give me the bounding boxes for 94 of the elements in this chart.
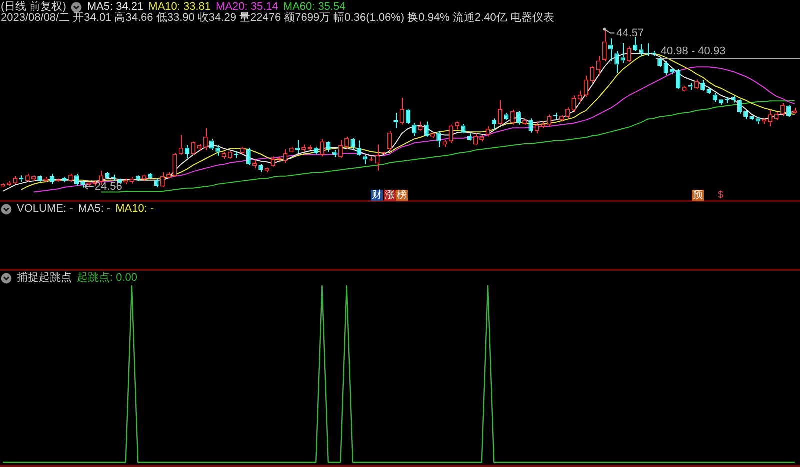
candlestick bbox=[492, 118, 496, 130]
candlestick bbox=[467, 133, 472, 142]
candlestick bbox=[596, 56, 601, 76]
candlestick bbox=[283, 148, 288, 164]
candlestick bbox=[375, 144, 380, 172]
candlestick bbox=[50, 174, 54, 185]
candlestick bbox=[786, 104, 792, 118]
candlestick bbox=[400, 97, 404, 126]
candlestick bbox=[222, 151, 226, 160]
candlestick bbox=[326, 141, 331, 152]
candlestick bbox=[473, 133, 478, 146]
candlestick bbox=[744, 110, 748, 120]
candlestick bbox=[412, 122, 417, 137]
candlestick bbox=[534, 121, 540, 134]
candlestick bbox=[394, 112, 398, 129]
candlestick bbox=[436, 130, 442, 148]
candlestick bbox=[154, 178, 159, 188]
candlestick bbox=[308, 145, 312, 151]
text: MA60: 35.54 bbox=[283, 1, 346, 13]
candlestick bbox=[676, 68, 681, 90]
candlestick bbox=[633, 36, 638, 52]
candlestick bbox=[160, 172, 165, 188]
candlestick bbox=[614, 50, 620, 74]
candlestick bbox=[356, 140, 362, 156]
candlestick bbox=[302, 144, 306, 152]
series-label: 起跳点: 0.00 bbox=[77, 272, 138, 284]
candlestick bbox=[768, 109, 773, 128]
candlestick bbox=[68, 174, 73, 182]
text: VOLUME: - bbox=[17, 203, 74, 215]
text: 预 bbox=[692, 190, 704, 201]
candlestick bbox=[559, 114, 564, 122]
candlestick bbox=[362, 154, 368, 166]
candlestick bbox=[216, 145, 220, 156]
text: 榜 bbox=[396, 190, 408, 201]
candlestick bbox=[626, 46, 632, 63]
candlestick bbox=[314, 146, 318, 155]
candlestick bbox=[246, 147, 251, 166]
ref-line-label: 40.98 - 40.93 bbox=[660, 46, 726, 58]
candlestick bbox=[522, 118, 528, 126]
candlestick bbox=[780, 103, 785, 117]
candlestick bbox=[178, 134, 184, 156]
candlestick bbox=[486, 126, 490, 138]
annotation: 44.57 bbox=[616, 27, 644, 40]
candlestick bbox=[74, 174, 79, 186]
annotation: 24.56 bbox=[94, 180, 122, 193]
candlestick bbox=[424, 121, 429, 138]
candlestick bbox=[547, 114, 552, 128]
candlestick bbox=[762, 118, 767, 125]
candlestick bbox=[620, 42, 626, 64]
candlestick bbox=[682, 86, 687, 92]
candlestick bbox=[498, 100, 503, 126]
candlestick bbox=[406, 108, 410, 125]
candlestick bbox=[210, 138, 214, 151]
candlestick bbox=[25, 174, 30, 182]
chart-title: 捕捉起跳点 bbox=[17, 272, 72, 284]
chart-subtitle: 2023/08/08/二 开34.01 高34.66 低33.90 收34.29 量22476 额7699万 幅0.36(1.06%) 换0.94% 流通2.40亿 电器仪表 bbox=[1, 12, 554, 24]
text: 财 bbox=[371, 190, 383, 201]
candlestick bbox=[510, 109, 515, 126]
text: 涨 bbox=[384, 190, 396, 201]
candlestick bbox=[566, 107, 570, 120]
text: MA20: 35.14 bbox=[216, 1, 278, 13]
text: MA5: - bbox=[78, 203, 111, 215]
text: $ bbox=[717, 190, 725, 201]
candlestick bbox=[639, 44, 644, 58]
candlestick bbox=[344, 136, 350, 150]
text: MA10: 33.81 bbox=[148, 1, 212, 13]
candlestick bbox=[528, 118, 534, 134]
candlestick bbox=[712, 92, 718, 102]
chart-title: (日线 前复权) bbox=[1, 1, 66, 13]
candlestick bbox=[664, 61, 668, 76]
candlestick bbox=[289, 146, 294, 154]
candlestick bbox=[388, 130, 392, 151]
candlestick bbox=[338, 139, 343, 159]
candlestick bbox=[700, 80, 706, 92]
candlestick bbox=[737, 99, 742, 114]
candlestick bbox=[264, 167, 270, 173]
candlestick bbox=[295, 139, 300, 154]
candlestick bbox=[148, 172, 153, 180]
candlestick bbox=[203, 128, 208, 151]
candlestick bbox=[584, 75, 588, 98]
candlestick bbox=[719, 100, 724, 106]
candlestick bbox=[124, 178, 128, 185]
candlestick bbox=[191, 141, 196, 156]
candlestick bbox=[320, 138, 325, 158]
candlestick bbox=[350, 138, 356, 150]
candlestick bbox=[197, 143, 202, 152]
candlestick bbox=[240, 146, 245, 155]
candlestick bbox=[516, 110, 521, 126]
candlestick bbox=[792, 107, 798, 114]
text: MA5: 34.21 bbox=[87, 1, 144, 13]
text: MA10: - bbox=[116, 203, 154, 215]
candlestick bbox=[706, 88, 712, 95]
candlestick bbox=[184, 145, 190, 159]
candlestick bbox=[572, 95, 576, 113]
